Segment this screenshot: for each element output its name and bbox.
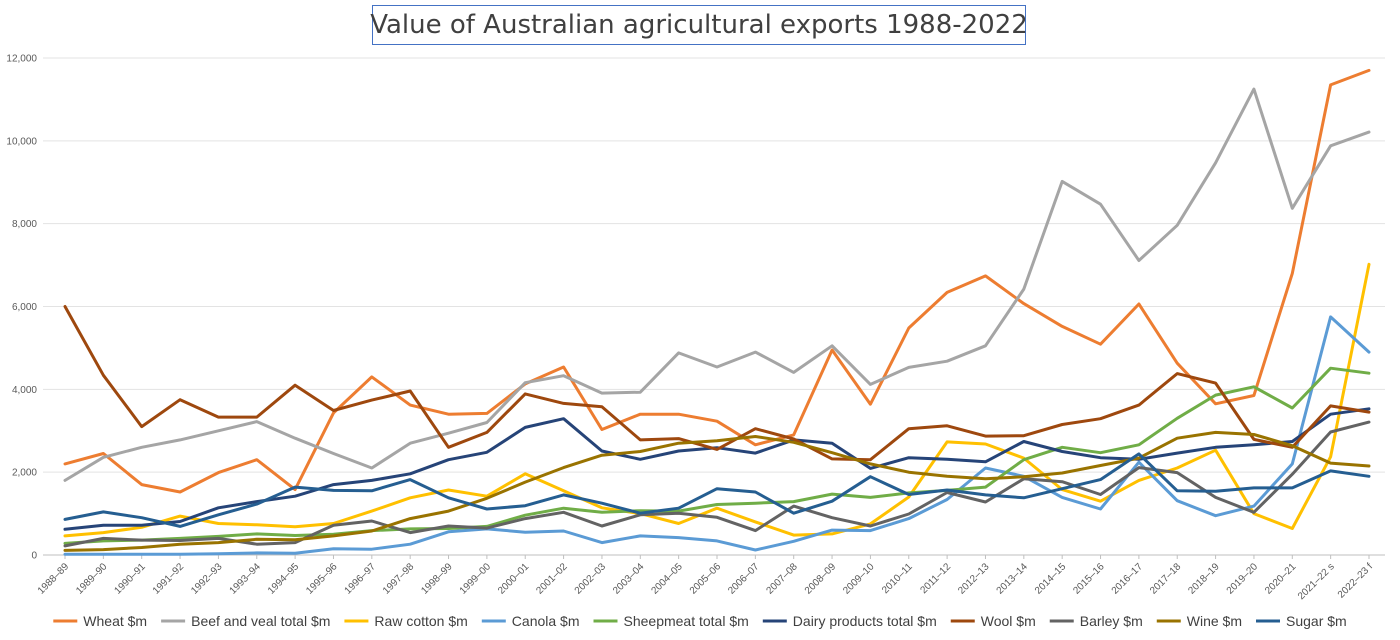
x-tick-label: 2008–09 <box>803 561 839 597</box>
x-tick-label: 2010–11 <box>880 561 915 596</box>
legend-item-3: Canola $m <box>481 613 580 629</box>
x-tick-label: 1989–90 <box>74 561 110 597</box>
x-tick-label: 2019–20 <box>1225 561 1261 597</box>
x-tick-label: 2000–01 <box>496 561 532 597</box>
y-tick-label: 4,000 <box>12 385 37 396</box>
y-tick-label: 10,000 <box>6 136 37 147</box>
legend-item-9: Sugar $m <box>1256 613 1347 629</box>
x-tick-label: 1988–89 <box>36 561 72 597</box>
series-line-3 <box>63 315 1371 556</box>
x-tick-label: 2011–12 <box>918 561 953 596</box>
series-line-8 <box>63 430 1371 552</box>
x-tick-label: 2018–19 <box>1186 561 1222 597</box>
legend-item-5: Dairy products total $m <box>762 613 937 629</box>
x-tick-label: 2020–21 <box>1263 561 1299 597</box>
x-tick-label: 2021–22 s <box>1296 561 1337 602</box>
x-tick-label: 1997–98 <box>381 561 417 597</box>
series-line-1 <box>63 87 1371 482</box>
x-tick-label: 2007–08 <box>765 561 801 597</box>
x-tick-label: 2017–18 <box>1148 561 1184 597</box>
legend-label: Sheepmeat total $m <box>624 613 749 629</box>
x-tick-label: 2012–13 <box>956 561 992 597</box>
series-line-6 <box>63 305 1371 462</box>
legend-label: Wheat $m <box>83 613 147 629</box>
y-axis-ticks: 0 2,000 4,000 6,000 8,000 10,000 12,000 <box>6 54 37 562</box>
legend-label: Raw cotton $m <box>374 613 467 629</box>
x-tick-label: 1992–93 <box>189 561 225 597</box>
x-tick-label: 2014–15 <box>1033 561 1069 597</box>
x-tick-label: 1991–92 <box>151 561 187 597</box>
legend-label: Sugar $m <box>1286 613 1347 629</box>
legend: Wheat $m Beef and veal total $m Raw cotton… <box>53 613 1347 629</box>
series-line-4 <box>63 366 1371 545</box>
x-tick-label: 2015–16 <box>1071 561 1107 597</box>
x-tick-label: 1999–00 <box>458 561 494 597</box>
x-tick-label: 2009–10 <box>841 561 877 597</box>
legend-label: Beef and veal total $m <box>191 613 330 629</box>
x-tick-label: 2003–04 <box>611 561 647 597</box>
y-tick-label: 8,000 <box>12 219 37 230</box>
series-lines <box>63 68 1371 556</box>
x-tick-label: 1996–97 <box>343 561 379 597</box>
legend-label: Canola $m <box>512 613 580 629</box>
legend-item-1: Beef and veal total $m <box>161 613 330 629</box>
y-tick-label: 12,000 <box>6 54 37 65</box>
x-tick-label: 1993–94 <box>228 561 264 597</box>
x-tick-label: 2002–03 <box>573 561 609 597</box>
y-tick-label: 0 <box>31 551 37 562</box>
x-tick-label: 2001–02 <box>534 561 570 597</box>
x-tick-label: 1990–91 <box>113 561 149 597</box>
x-tick-label: 2013–14 <box>995 561 1031 597</box>
legend-item-8: Wine $m <box>1156 613 1242 629</box>
legend-item-2: Raw cotton $m <box>344 613 468 629</box>
legend-label: Wine $m <box>1187 613 1242 629</box>
x-tick-label: 1994–95 <box>266 561 302 597</box>
chart-title: Value of Australian agricultural exports… <box>370 5 1028 45</box>
x-tick-label: 2022–23 f <box>1336 561 1375 600</box>
legend-item-7: Barley $m <box>1049 613 1143 629</box>
legend-label: Dairy products total $m <box>793 613 937 629</box>
x-tick-label: 2006–07 <box>726 561 762 597</box>
gridlines <box>43 57 1385 556</box>
series-line-9 <box>63 452 1371 528</box>
y-tick-label: 6,000 <box>12 302 37 313</box>
x-axis: 1988–89 1989–90 1990–91 1991–92 1992–93 1993–… <box>36 555 1375 602</box>
series-line-7 <box>63 420 1371 548</box>
x-tick-label: 2016–17 <box>1110 561 1146 597</box>
legend-item-4: Sheepmeat total $m <box>593 613 749 629</box>
x-tick-label: 1995–96 <box>304 561 340 597</box>
x-tick-label: 2004–05 <box>649 561 685 597</box>
legend-item-0: Wheat $m <box>53 613 147 629</box>
y-tick-label: 2,000 <box>12 468 37 479</box>
legend-item-6: Wool $m <box>950 613 1036 629</box>
series-line-0 <box>63 68 1371 494</box>
legend-label: Barley $m <box>1080 613 1143 629</box>
x-tick-label: 1998–99 <box>419 561 455 597</box>
x-tick-label: 2005–06 <box>688 561 724 597</box>
legend-label: Wool $m <box>981 613 1036 629</box>
